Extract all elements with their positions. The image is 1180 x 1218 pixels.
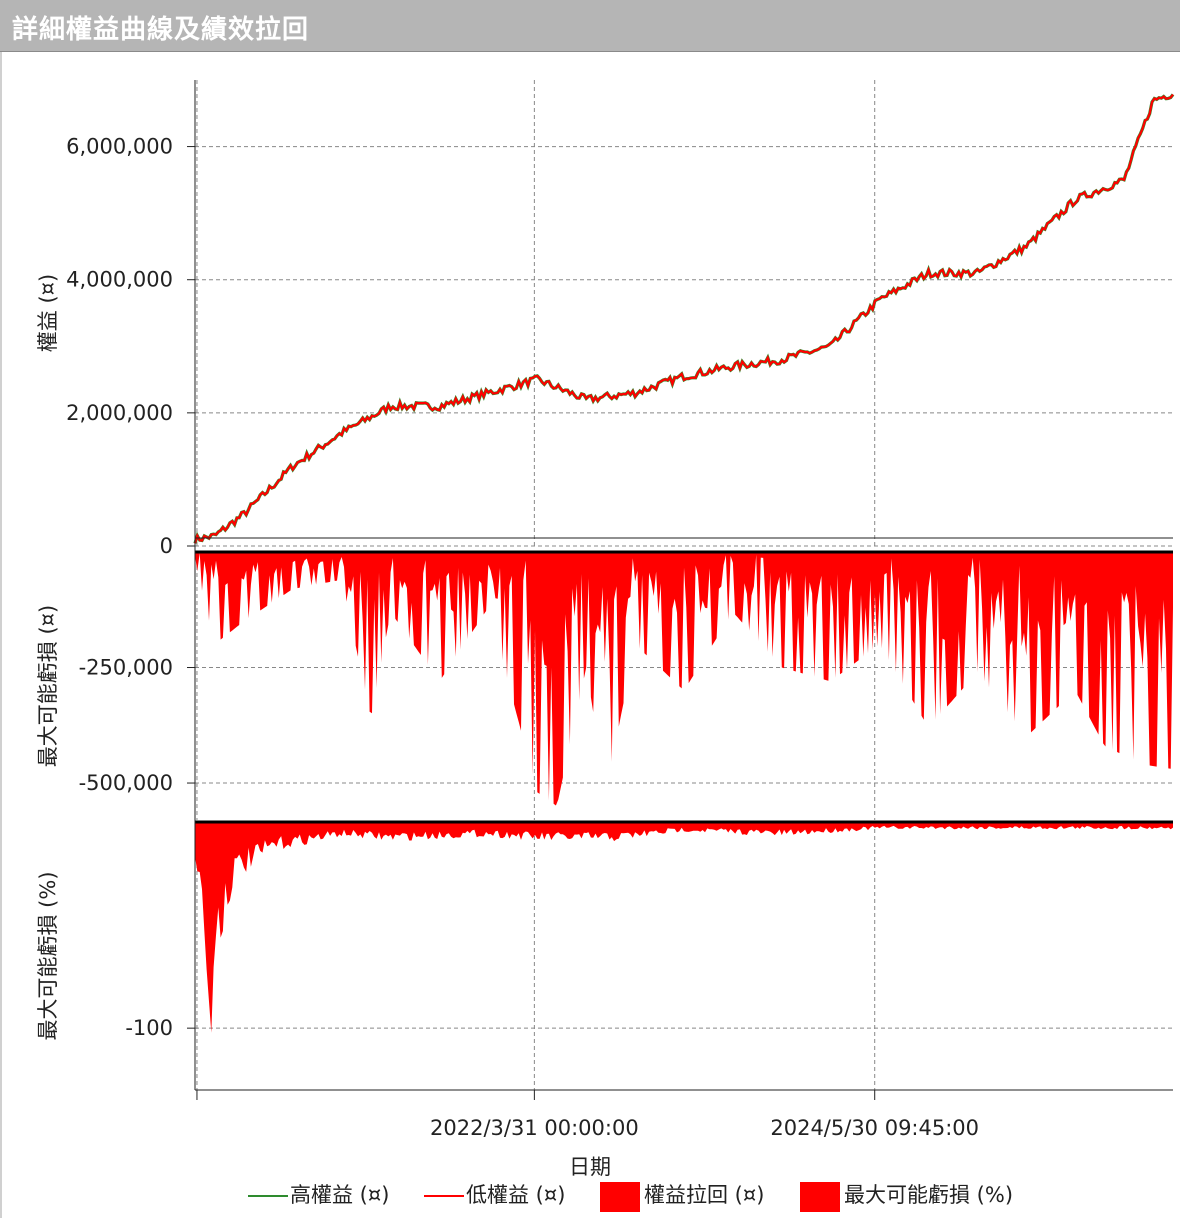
- series-area-drawdown: [195, 552, 1173, 806]
- x-tick-label: 2024/5/30 09:45:00: [770, 1116, 979, 1140]
- window-title: 詳細權益曲線及績效拉回: [12, 15, 310, 45]
- series-line-low-equity: [193, 93, 1174, 544]
- y-tick-label: -100: [125, 1016, 173, 1040]
- legend-label: 高權益 (¤): [290, 1183, 389, 1207]
- y-tick-label: -250,000: [79, 656, 173, 680]
- x-axis-title: 日期: [569, 1155, 611, 1179]
- chart-frame: [0, 52, 1180, 1218]
- y-tick-label: -500,000: [79, 771, 173, 795]
- y-tick-label: 6,000,000: [66, 135, 173, 159]
- legend-label: 低權益 (¤): [466, 1183, 565, 1207]
- y-tick-label: 2,000,000: [66, 401, 173, 425]
- x-tick-label: 2022/3/31 00:00:00: [430, 1116, 639, 1140]
- y-axis-title: 最大可能虧損 (%): [36, 871, 60, 1040]
- legend-box-swatch: [800, 1182, 840, 1212]
- legend-label: 權益拉回 (¤): [644, 1183, 764, 1207]
- y-axis-title: 最大可能虧損 (¤): [36, 605, 60, 767]
- legend-box-swatch: [600, 1182, 640, 1212]
- y-tick-label: 4,000,000: [66, 268, 173, 292]
- y-tick-label: 0: [160, 534, 173, 558]
- series-area-max-loss-pct: [195, 822, 1173, 1033]
- y-axis-title: 權益 (¤): [36, 274, 60, 352]
- legend-label: 最大可能虧損 (%): [844, 1183, 1013, 1207]
- window-title-bar: 詳細權益曲線及績效拉回: [0, 0, 1180, 52]
- series-line-high-equity: [193, 93, 1175, 544]
